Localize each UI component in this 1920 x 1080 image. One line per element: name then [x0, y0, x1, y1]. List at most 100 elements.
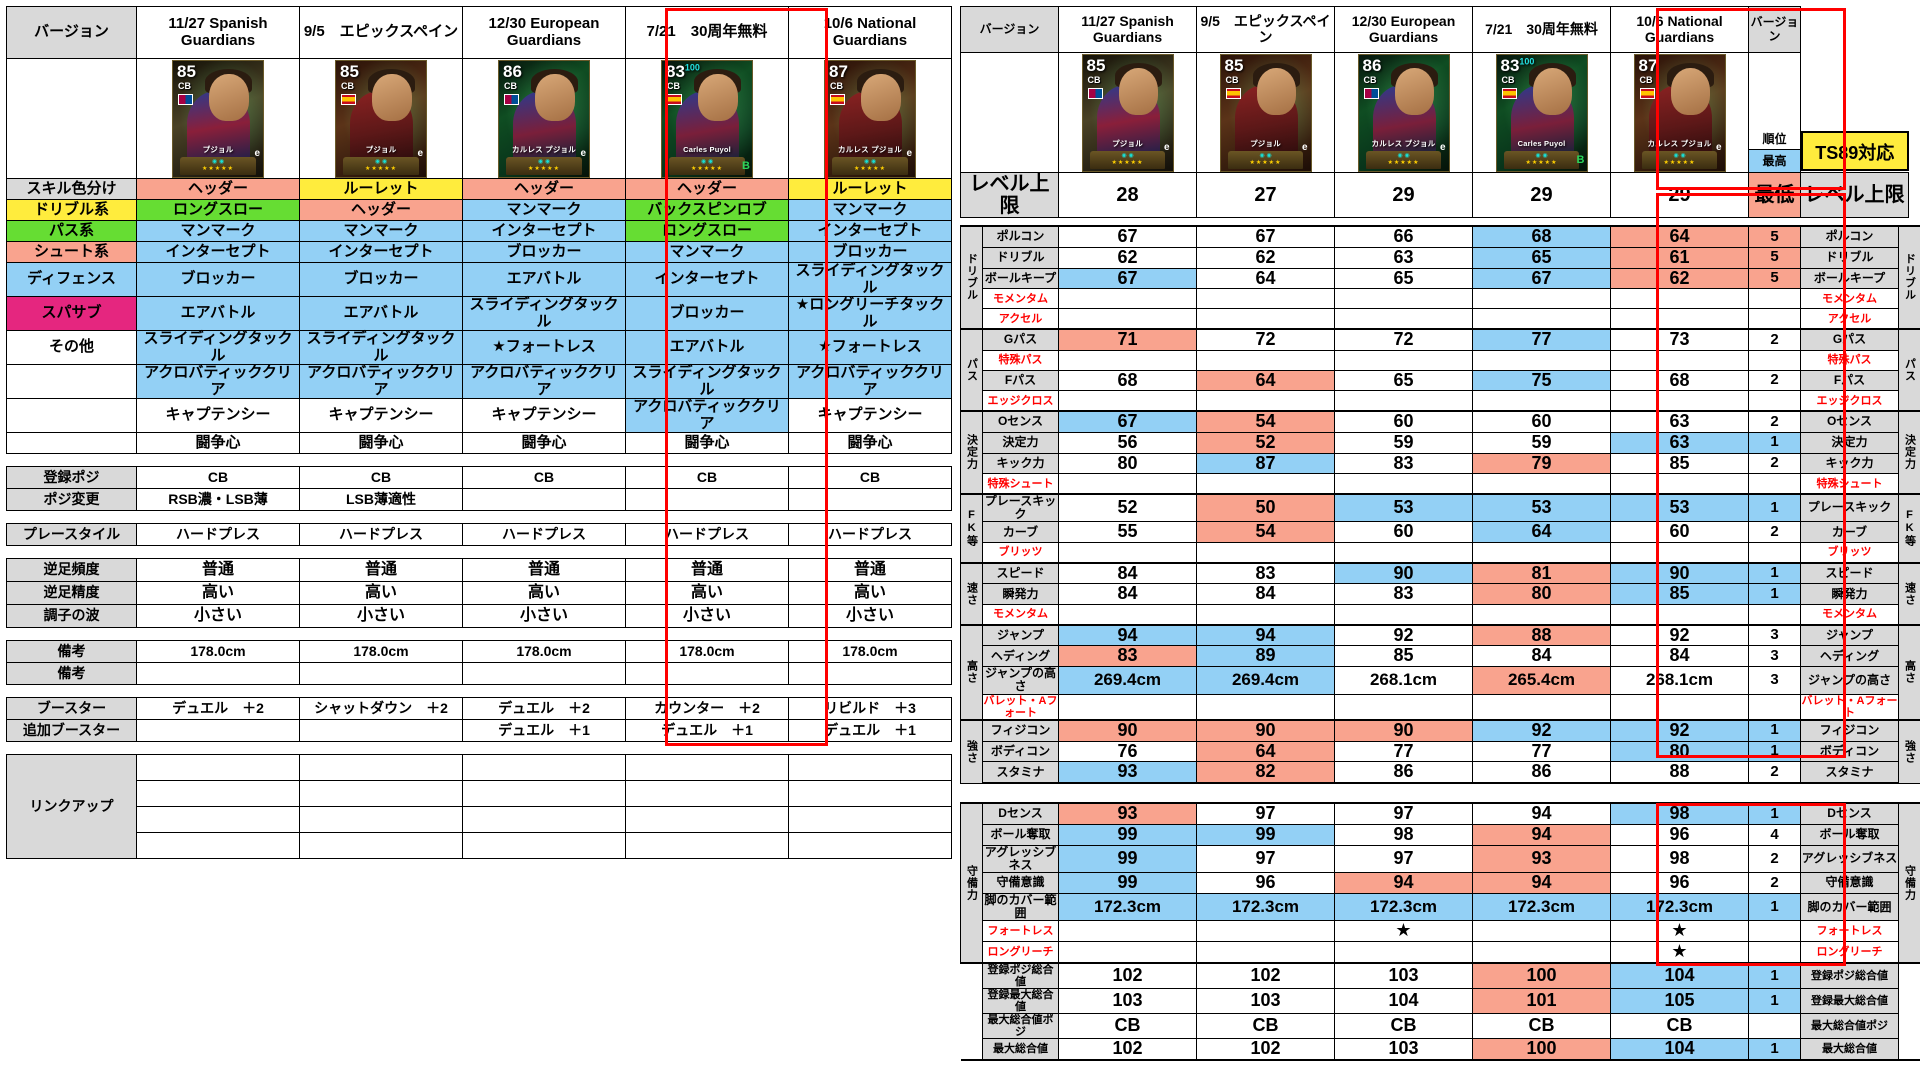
stat-row: ドリブル ポルコン 67 67 66 68 64 5 ポルコン ドリブル: [960, 224, 1920, 330]
stat-rank-7-5: [1748, 920, 1801, 943]
skill-cell-2-8: キャプテンシー: [462, 398, 626, 433]
version-header-cell-0[interactable]: 11/27 Spanish Guardians: [136, 6, 300, 59]
level-cap-value-3: 29: [1472, 172, 1611, 218]
card-stars-icon: ★★★★★: [365, 165, 397, 172]
stat-name-right-5-3: バレット・Aフォート: [1800, 693, 1899, 721]
skill-cell-4-8: キャプテンシー: [788, 398, 952, 433]
total-value-0-3: 100: [1472, 961, 1611, 990]
card-rating: 85: [340, 61, 359, 81]
total-value-0-4: 104: [1610, 961, 1749, 990]
stat-name-0-1: ドリブル: [982, 246, 1059, 269]
stat-name-right-7-4: 脚のカバー範囲: [1800, 892, 1899, 922]
playstyle-value-0-2: ハードプレス: [462, 523, 626, 546]
stat-value-2-0-4: 63: [1610, 409, 1749, 433]
right-version-header-cell-1[interactable]: 9/5 エピックスペイン: [1196, 6, 1335, 53]
stat-name-7-0: Dセンス: [982, 802, 1059, 825]
linkup-value-2-3: [625, 806, 789, 833]
card-cell-0: 85 CB プジョル ◉ ◉ ★★★★★ e: [136, 58, 300, 179]
stat-name-right-6-1: ボディコン: [1800, 740, 1899, 763]
stat-rank-6-1: 1: [1748, 740, 1801, 763]
level-cap-value-1: 27: [1196, 172, 1335, 218]
rank-legend-low: 最低: [1748, 172, 1801, 218]
card-cell-3: 83100 CB Carles Puyol ◉ ◉ ★★★★★ B: [625, 58, 789, 179]
skill-cell-2-1: マンマーク: [462, 199, 626, 221]
skill-cell-2-0: ヘッダー: [462, 178, 626, 200]
skill-category-label-7: [6, 364, 137, 399]
right-stats-pane: バージョン 11/27 Spanish Guardians 9/5 エピックスペイン…: [958, 0, 1920, 1080]
stat-value-0-1-0: 62: [1058, 246, 1197, 269]
version-header-cell-1[interactable]: 9/5 エピックスペイン: [299, 6, 463, 59]
card-grade-badge: B: [742, 160, 750, 173]
version-header-cell-3[interactable]: 7/21 30周年無料: [625, 6, 789, 59]
stat-value-5-3-0: [1058, 693, 1197, 721]
stat-value-4-0-2: 90: [1334, 561, 1473, 585]
right-version-header-cell-4[interactable]: 10/6 National Guardians: [1610, 6, 1749, 53]
card-team-badge-icon: [504, 93, 519, 105]
card-team-badge-icon: [341, 93, 356, 105]
stat-value-1-2-2: 65: [1334, 369, 1473, 392]
total-cat-spacer-2: [960, 1013, 983, 1039]
stat-name-3-1: カーブ: [982, 521, 1059, 544]
card-stars-icon: ★★★★★: [1525, 159, 1558, 166]
stat-name-0-4: アクセル: [982, 308, 1059, 330]
card-position: CB: [1087, 74, 1101, 85]
foot-value-0-4: 普通: [788, 558, 952, 582]
card-style-icon: ◉ ◉: [1259, 152, 1272, 159]
card-face: [1394, 68, 1435, 115]
card-footer: ◉ ◉ ★★★★★: [669, 156, 745, 175]
stat-value-2-1-1: 52: [1196, 431, 1335, 454]
stat-name-right-4-2: モメンタム: [1800, 604, 1899, 626]
version-header-cell-2[interactable]: 12/30 European Guardians: [462, 6, 626, 59]
skill-cell-3-8: アクロバティッククリア: [625, 398, 789, 433]
stat-name-right-4-1: 瞬発力: [1800, 583, 1899, 606]
total-name-1: 登録最大総合値: [982, 988, 1059, 1015]
stat-value-1-2-1: 64: [1196, 369, 1335, 392]
skill-cell-0-2: マンマーク: [136, 220, 300, 242]
foot-value-2-1: 小さい: [299, 604, 463, 628]
stat-value-3-2-2: [1334, 542, 1473, 564]
skill-cell-2-6: ★フォートレス: [462, 330, 626, 365]
stat-value-7-6-0: [1058, 941, 1197, 964]
skill-cell-4-9: 闘争心: [788, 432, 952, 454]
rank-legend-order: 順位: [1749, 128, 1800, 150]
card-style-icon: ◉ ◉: [1121, 152, 1134, 159]
card-player-name: プジョル: [202, 145, 234, 155]
stat-name-1-3: エッジクロス: [982, 390, 1059, 412]
booster-value-0-2: デュエル ＋2: [462, 697, 626, 720]
stat-category-6: 強さ: [960, 718, 983, 784]
stat-name-right-0-1: ドリブル: [1800, 246, 1899, 269]
right-card-cell-3: 83100 CB Carles Puyol ◉ ◉ ★★★★★ B: [1472, 52, 1611, 173]
stat-value-6-0-2: 90: [1334, 718, 1473, 742]
stat-value-6-1-2: 77: [1334, 740, 1473, 763]
efootball-logo-icon: e: [417, 147, 423, 159]
foot-value-1-3: 高い: [625, 581, 789, 605]
stat-value-3-1-3: 64: [1472, 521, 1611, 544]
player-card-image: 86 CB カルレス プジョル ◉ ◉ ★★★★★ e: [1357, 53, 1450, 172]
stat-value-5-3-4: [1610, 693, 1749, 721]
stat-value-7-4-4: 172.3cm: [1610, 892, 1749, 922]
version-header-cell-4[interactable]: 10/6 National Guardians: [788, 6, 952, 59]
stat-value-6-2-3: 86: [1472, 761, 1611, 785]
player-card-image: 85 CB プジョル ◉ ◉ ★★★★★ e: [1081, 53, 1174, 172]
skill-cell-1-9: 闘争心: [299, 432, 463, 454]
right-version-header-cell-2[interactable]: 12/30 European Guardians: [1334, 6, 1473, 53]
right-version-header-cell-3[interactable]: 7/21 30周年無料: [1472, 6, 1611, 53]
stat-value-0-3-1: [1196, 288, 1335, 310]
stat-value-3-1-4: 60: [1610, 521, 1749, 544]
stat-value-1-0-3: 77: [1472, 327, 1611, 351]
stat-name-right-0-0: ポルコン: [1800, 224, 1899, 248]
total-name-0: 登録ポジ総合値: [982, 961, 1059, 990]
position-value-0-1: CB: [299, 466, 463, 489]
linkup-value-3-4: [788, 832, 952, 859]
linkup-value-1-0: [136, 780, 300, 807]
stat-value-7-3-1: 96: [1196, 872, 1335, 894]
stat-row: カーブ 55 54 60 64 60 2 カーブ: [961, 521, 1920, 544]
linkup-value-1-2: [462, 780, 626, 807]
total-value-1-0: 103: [1058, 988, 1197, 1015]
stat-name-0-2: ボールキープ: [982, 267, 1059, 290]
stat-value-0-3-4: [1610, 288, 1749, 310]
right-version-header-cell-0[interactable]: 11/27 Spanish Guardians: [1058, 6, 1197, 53]
card-team-badge-icon: [1639, 87, 1655, 99]
stat-value-3-2-0: [1058, 542, 1197, 564]
foot-value-2-3: 小さい: [625, 604, 789, 628]
